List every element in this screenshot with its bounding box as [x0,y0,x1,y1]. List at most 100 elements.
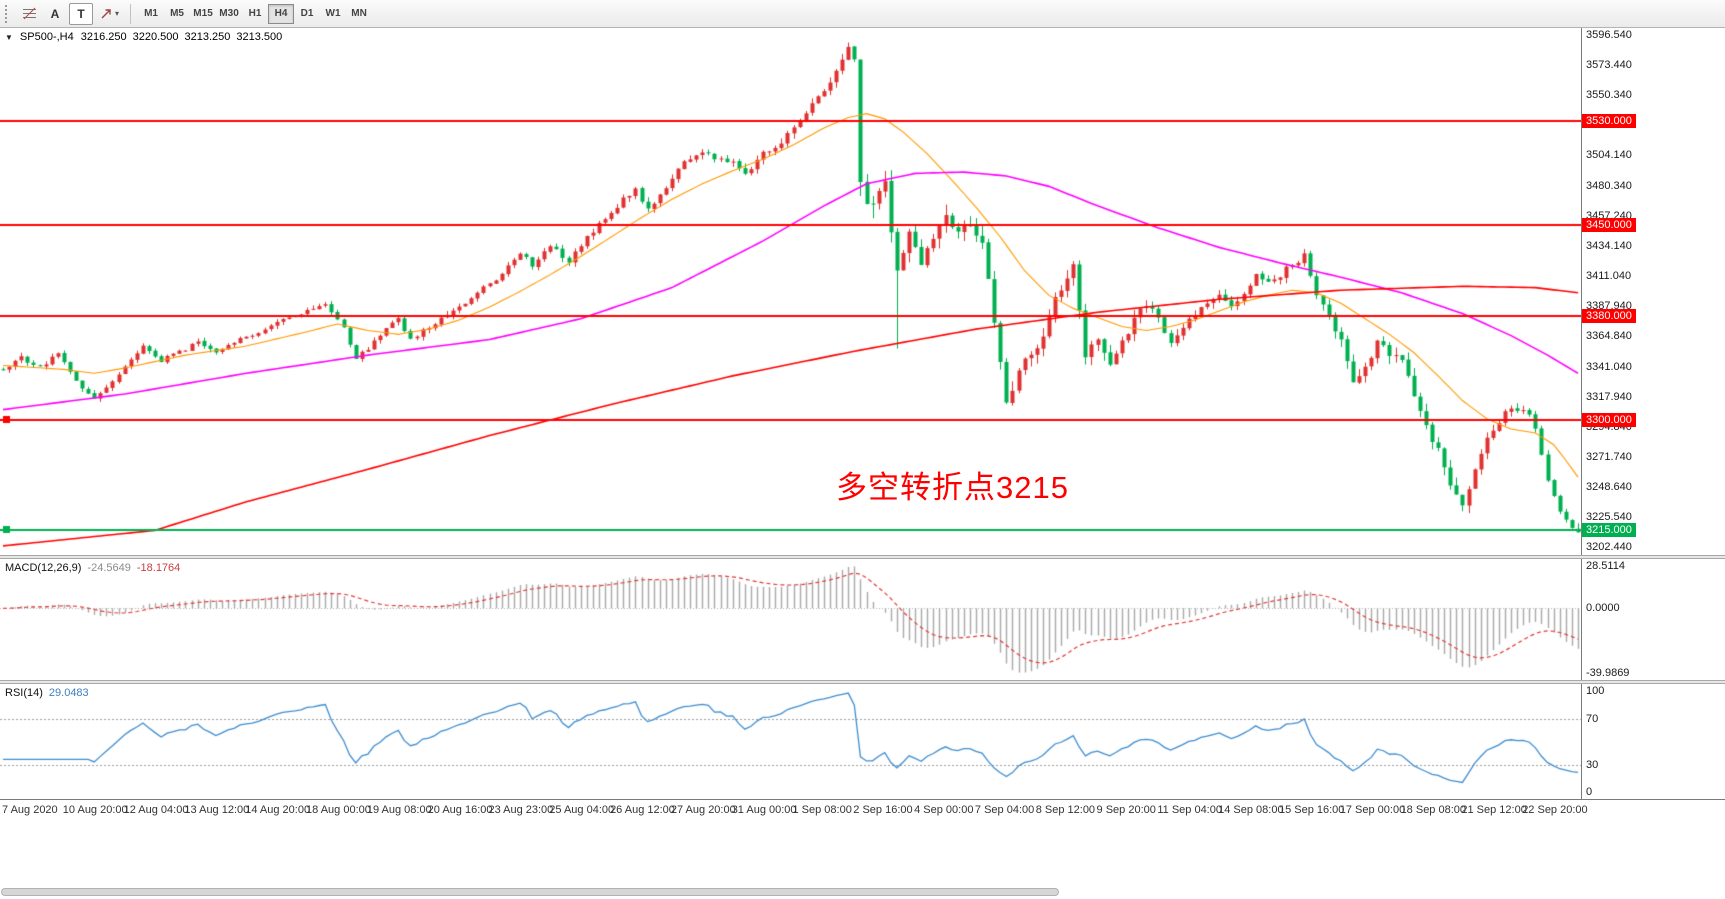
price-axis-label: 3596.540 [1586,29,1632,42]
price-axis-label: 3364.840 [1586,329,1632,342]
macd-axis-min: -39.9869 [1586,667,1630,679]
time-axis-label: 2 Sep 16:00 [853,804,913,816]
macd-title: MACD(12,26,9) -24.5649 -18.1764 [5,562,180,574]
arrows-tool-button[interactable]: ▾ [95,3,123,25]
macd-axis-zero: 0.0000 [1586,602,1620,615]
timeframe-m15[interactable]: M15 [190,4,216,24]
timeframe-h1[interactable]: H1 [242,4,268,24]
price-axis-label: 3411.040 [1586,269,1632,282]
fibonacci-icon [22,7,36,20]
macd-value-signal: -18.1764 [136,562,181,574]
time-axis-label: 11 Sep 04:00 [1157,804,1222,816]
hline-price-tag: 3215.000 [1582,523,1636,538]
macd-canvas[interactable] [0,559,1581,680]
time-axis-label: 23 Aug 23:00 [488,804,554,816]
timeframe-m30[interactable]: M30 [216,4,242,24]
macd-axis-max: 28.5114 [1586,560,1625,572]
rsi-panel: RSI(14) 29.0483 100 70 30 0 [0,684,1725,799]
time-axis-label: 21 Sep 12:00 [1461,804,1527,816]
hline-price-tag: 3300.000 [1582,413,1636,427]
ohlc-close: 3213.500 [236,31,283,43]
toolbar-grip[interactable] [5,4,11,23]
rsi-axis-100: 100 [1586,685,1605,697]
text-tool-button[interactable]: A [43,3,67,25]
rsi-axis-0: 0 [1586,786,1593,798]
price-chart-canvas[interactable] [0,28,1581,555]
macd-axis[interactable]: 28.5114 0.0000 -39.9869 [1581,559,1725,680]
fibonacci-tool-button[interactable] [17,3,41,25]
hline-price-tag: 3530.000 [1582,114,1636,129]
price-axis-label: 3504.140 [1586,149,1632,162]
time-axis-label: 13 Aug 12:00 [184,804,250,816]
rsi-axis-70: 70 [1586,712,1599,725]
time-axis-label: 20 Aug 16:00 [427,804,493,816]
timeframe-m5[interactable]: M5 [164,4,190,24]
price-axis-label: 3387.940 [1586,299,1632,312]
time-axis-label: 14 Aug 20:00 [245,804,311,816]
price-axis-label: 3550.340 [1586,89,1632,102]
rsi-title: RSI(14) 29.0483 [5,687,89,699]
time-axis-label: 4 Sep 00:00 [914,804,974,816]
time-axis-label: 25 Aug 04:00 [549,804,615,816]
rsi-canvas[interactable] [0,684,1581,799]
ohlc-collapse-icon[interactable]: ▼ [5,32,13,42]
chart-annotation-text[interactable]: 多空转折点3215 [836,470,1069,505]
price-axis-label: 3480.340 [1586,179,1632,192]
time-axis-label: 27 Aug 20:00 [670,804,736,816]
price-axis-label: 3434.140 [1586,239,1632,252]
time-axis-label: 7 Aug 2020 [2,804,58,816]
time-axis-label: 9 Sep 20:00 [1096,804,1156,816]
hline-price-tag: 3380.000 [1582,309,1636,324]
price-axis-label: 3202.440 [1586,540,1632,553]
time-axis-label: 17 Sep 00:00 [1339,804,1406,816]
price-axis-label: 3271.740 [1586,450,1632,463]
macd-value-main: -24.5649 [87,562,131,574]
time-axis-label: 18 Aug 00:00 [306,804,371,816]
timeframe-mn[interactable]: MN [346,4,372,24]
toolbar: A T ▾ M1 M5 M15 M30 H1 H4 D1 W1 MN [0,0,1725,28]
time-axis-label: 26 Aug 12:00 [610,804,675,816]
symbol-period-label: SP500-,H4 [19,31,74,43]
text-tool-label: A [50,6,60,21]
time-axis-label: 18 Sep 08:00 [1400,804,1467,816]
time-axis-label: 7 Sep 04:00 [974,804,1035,816]
rsi-axis[interactable]: 100 70 30 0 [1581,684,1725,799]
rsi-label: RSI(14) [5,687,43,699]
price-axis-label: 3225.540 [1586,510,1632,523]
ohlc-values: 3216.250 3220.500 3213.250 3213.500 [81,31,283,43]
time-axis-label: 31 Aug 00:00 [731,804,797,816]
timeframe-group: M1 M5 M15 M30 H1 H4 D1 W1 MN [138,3,372,24]
macd-label: MACD(12,26,9) [5,562,82,574]
ohlc-open: 3216.250 [80,31,127,43]
ohlc-low: 3213.250 [184,31,231,43]
timeframe-w1[interactable]: W1 [320,4,346,24]
macd-panel: MACD(12,26,9) -24.5649 -18.1764 28.5114 … [0,559,1725,680]
price-axis-label: 3573.440 [1586,59,1632,72]
time-axis-label: 8 Sep 12:00 [1035,804,1096,816]
dropdown-caret-icon: ▾ [115,9,120,18]
text-label-tool-label: T [77,6,85,21]
time-axis-label: 22 Sep 20:00 [1522,804,1588,816]
timeframe-h4[interactable]: H4 [268,3,295,24]
panel-splitter-macd[interactable] [0,555,1725,559]
toolbar-separator [130,3,132,24]
price-axis-label: 3248.640 [1586,480,1632,493]
timeframe-m1[interactable]: M1 [138,4,164,24]
price-axis[interactable]: 3596.5403573.4403550.3403527.2403504.140… [1581,28,1725,555]
time-axis-label: 19 Aug 08:00 [366,804,432,816]
chart-title: ▼ SP500-,H4 3216.250 3220.500 3213.250 3… [5,31,282,43]
timeframe-d1[interactable]: D1 [294,4,320,24]
time-axis-label: 15 Sep 16:00 [1278,804,1345,816]
price-axis-label: 3317.940 [1586,390,1632,403]
time-axis-label: 10 Aug 20:00 [62,804,128,816]
horizontal-scrollbar-thumb[interactable] [1,888,1059,896]
rsi-axis-30: 30 [1586,758,1599,771]
time-axis[interactable]: 7 Aug 2020 10 Aug 20:00 12 Aug 04:00 13 Aug… [0,799,1725,899]
main-chart-panel: ▼ SP500-,H4 3216.250 3220.500 3213.250 3… [0,28,1725,555]
price-axis-label: 3341.040 [1586,360,1632,373]
time-axis-label: 1 Sep 08:00 [792,804,852,816]
rsi-value: 29.0483 [48,687,89,699]
text-label-tool-button[interactable]: T [69,2,93,25]
panel-splitter-rsi[interactable] [0,680,1725,684]
